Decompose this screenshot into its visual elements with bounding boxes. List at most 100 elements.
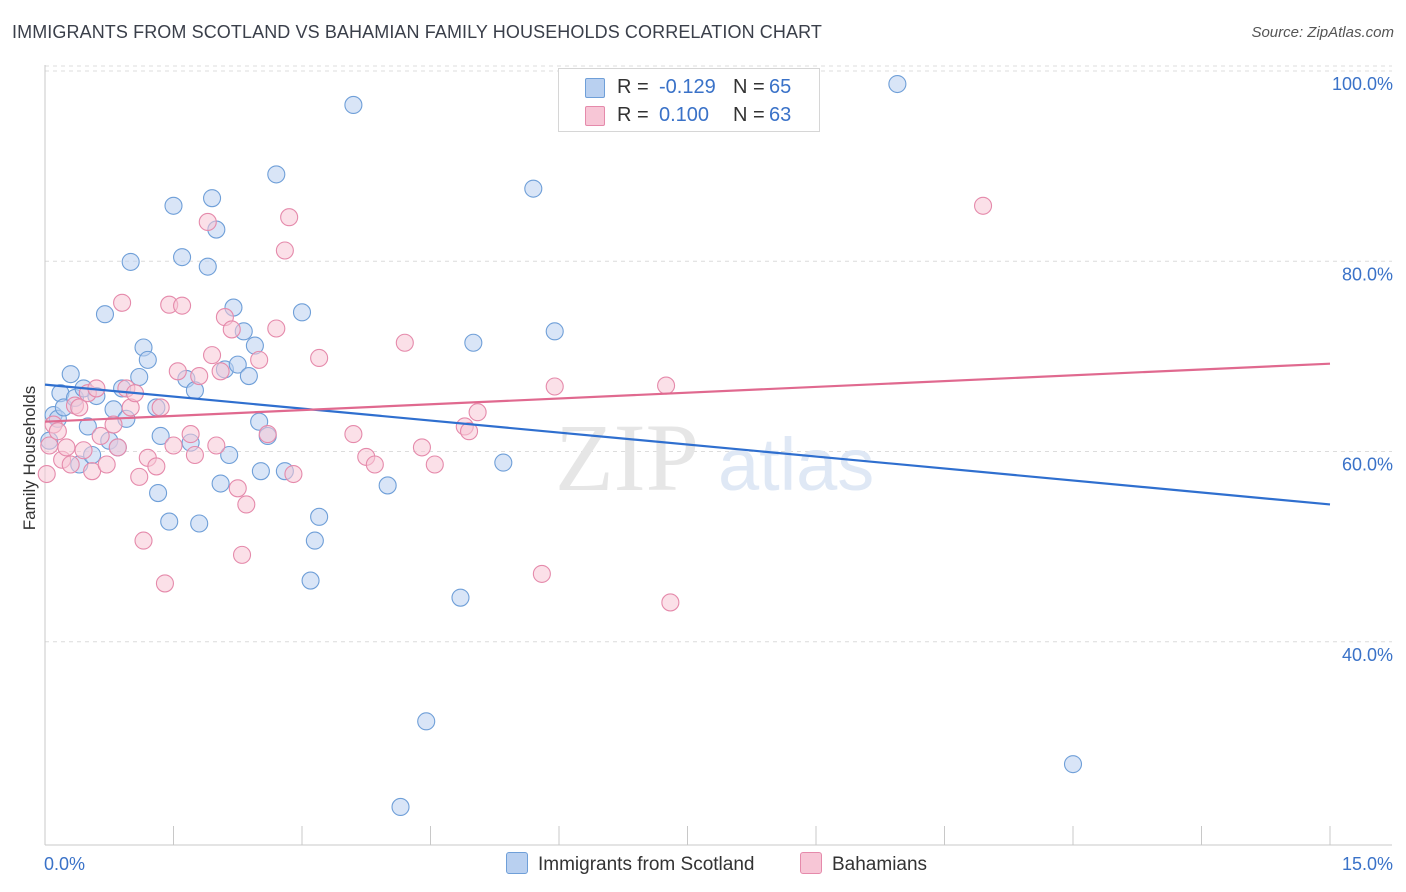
bahamians-trend-line	[44, 362, 1331, 423]
bahamians-point	[211, 362, 230, 381]
bahamians-point	[190, 366, 209, 386]
scotland-trend-line	[44, 383, 1331, 506]
y-tick-label: 40.0%	[1342, 645, 1393, 665]
bahamians-point	[468, 403, 487, 422]
scotland-point	[417, 712, 436, 731]
legend-r-label: R =	[617, 104, 649, 126]
bahamians-point	[545, 377, 564, 396]
scotland-point	[121, 252, 140, 271]
scotland-point	[524, 179, 543, 198]
scotland-point	[451, 588, 470, 607]
legend-swatch-blue	[506, 852, 528, 874]
bahamians-point	[185, 445, 204, 465]
scotland-point	[78, 417, 97, 436]
x-tick-label-max: 15.0%	[1342, 854, 1393, 874]
bahamians-point	[181, 425, 200, 444]
legend-swatch-pink	[800, 852, 822, 874]
bahamians-point	[395, 333, 414, 352]
bahamians-point	[168, 362, 187, 381]
bahamians-point	[228, 479, 247, 498]
scotland-point	[378, 476, 397, 495]
source-label: Source: ZipAtlas.com	[1251, 24, 1394, 41]
bahamians-point	[237, 495, 256, 514]
scotland-point	[228, 355, 247, 374]
scotland-point	[149, 483, 168, 503]
legend-label-bahamians: Bahamians	[832, 854, 928, 875]
bahamians-point	[232, 545, 252, 564]
bahamians-point	[365, 455, 384, 474]
bahamians-point	[344, 425, 363, 444]
legend-item-scotland: Immigrants from Scotland	[506, 852, 754, 876]
bahamians-point	[61, 455, 80, 474]
watermark-atlas: atlas	[718, 423, 874, 506]
bahamians-point	[91, 426, 110, 446]
legend-swatch-pink	[585, 106, 605, 126]
scotland-point	[173, 248, 192, 267]
bahamians-point	[532, 564, 551, 583]
bahamians-point	[203, 346, 222, 365]
y-axis-title: Family Households	[20, 386, 39, 531]
scotland-point	[95, 305, 115, 324]
y-tick-label: 80.0%	[1342, 264, 1393, 284]
scotland-point	[267, 165, 286, 184]
scotland-point	[251, 462, 270, 481]
bahamians-point	[310, 348, 329, 368]
bahamians-point	[275, 241, 294, 260]
bahamians-point	[412, 438, 431, 457]
legend-swatch-blue	[585, 78, 605, 98]
scotland-point	[344, 95, 363, 115]
bahamians-point	[37, 464, 56, 484]
bahamians-point	[130, 467, 149, 486]
legend-n-value: 63	[769, 104, 792, 126]
bahamians-point	[108, 438, 127, 457]
bahamians-point	[222, 320, 241, 339]
axis-labels: 40.0% 60.0% 80.0% 100.0% 0.0% 15.0% Family Hou…	[20, 74, 1393, 874]
y-tick-label: 100.0%	[1332, 74, 1393, 94]
scotland-point	[494, 453, 513, 472]
scotland-point	[1063, 755, 1083, 774]
bahamians-point	[70, 398, 89, 417]
bahamians-point	[134, 531, 153, 550]
scotland-point	[151, 426, 170, 446]
legend-row-scotland: R = -0.129 N = 65	[559, 73, 819, 101]
bahamians-point	[173, 296, 192, 315]
bahamians-point	[57, 438, 76, 457]
stats-legend: R = -0.129 N = 65 R = 0.100 N = 63	[558, 68, 820, 132]
legend-item-bahamians: Bahamians	[800, 852, 927, 876]
legend-n-label: N =	[733, 76, 765, 98]
legend-label-scotland: Immigrants from Scotland	[538, 854, 755, 875]
bahamians-point	[425, 455, 444, 474]
series-bahamians-points	[37, 196, 993, 612]
bahamians-point	[151, 398, 170, 417]
bahamians-point	[657, 376, 676, 395]
legend-row-bahamians: R = 0.100 N = 63	[559, 101, 819, 129]
scotland-point	[301, 571, 320, 590]
bahamians-point	[459, 422, 479, 441]
scotland-point	[220, 445, 239, 465]
scotland-point	[391, 797, 410, 817]
scotland-point	[203, 189, 222, 208]
bahamians-point	[74, 441, 93, 460]
bahamians-point	[97, 455, 116, 474]
bahamians-point	[207, 436, 226, 455]
scotland-point	[464, 333, 483, 352]
legend-n-label: N =	[733, 104, 765, 126]
scotland-point	[305, 531, 324, 550]
scotland-point	[198, 257, 217, 276]
scotland-point	[164, 196, 183, 215]
watermark: ZIP atlas	[555, 404, 874, 511]
scotland-point	[160, 512, 179, 531]
bahamians-point	[258, 425, 277, 444]
y-tick-label: 60.0%	[1342, 455, 1393, 475]
bahamians-point	[250, 350, 269, 369]
scotland-point	[292, 303, 312, 322]
legend-r-value: 0.100	[659, 104, 710, 126]
scotland-point	[190, 514, 209, 533]
scotland-point	[138, 350, 157, 369]
bahamians-point	[661, 593, 680, 612]
axes	[44, 65, 1392, 846]
bahamians-point	[198, 212, 217, 232]
bahamians-point	[284, 464, 303, 484]
bahamians-point	[280, 208, 299, 227]
